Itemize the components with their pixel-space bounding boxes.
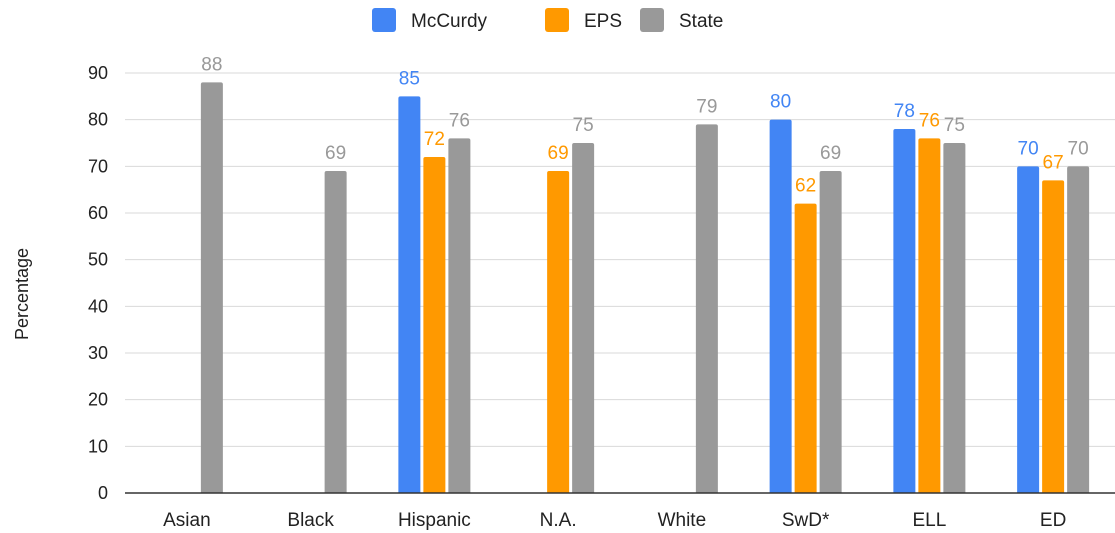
bar-eps-na [547, 171, 570, 493]
data-label: 69 [325, 143, 346, 164]
x-tick-label: Asian [163, 510, 211, 531]
data-label: 72 [424, 129, 445, 150]
bars [200, 82, 1090, 494]
data-label: 70 [1018, 138, 1039, 159]
x-tick-label: N.A. [540, 510, 577, 531]
bar-mccurdy-ell [893, 129, 916, 493]
y-tick-label: 40 [88, 296, 108, 316]
bar-state-ed [1067, 166, 1090, 494]
legend-label: EPS [584, 11, 622, 32]
bar-eps-hispanic [423, 157, 446, 493]
x-tick-label: SwD* [782, 510, 830, 531]
y-tick-label: 60 [88, 203, 108, 223]
bar-state-white [695, 124, 718, 493]
legend-label: State [679, 11, 723, 32]
data-label: 80 [770, 92, 791, 113]
x-tick-label: ELL [912, 510, 946, 531]
bar-state-ell [943, 143, 966, 493]
data-label: 78 [894, 101, 915, 122]
legend-swatch-eps [545, 8, 569, 32]
data-label: 75 [944, 115, 965, 136]
data-label: 76 [919, 110, 940, 131]
y-tick-label: 50 [88, 250, 108, 270]
bar-mccurdy-swd [769, 119, 792, 494]
x-tick-label: Black [287, 510, 334, 531]
bar-eps-swd [794, 203, 817, 493]
data-label: 67 [1043, 152, 1064, 173]
x-tick-label: Hispanic [398, 510, 471, 531]
x-tick-label: White [658, 510, 707, 531]
bar-mccurdy-hispanic [398, 96, 421, 493]
legend-swatch-mccurdy [372, 8, 396, 32]
y-tick-label: 30 [88, 343, 108, 363]
data-label: 76 [449, 110, 470, 131]
legend-swatch-state [640, 8, 664, 32]
legend-label: McCurdy [411, 11, 488, 32]
bar-state-black [324, 171, 347, 493]
legend: McCurdy EPS State [372, 8, 723, 32]
data-label: 75 [573, 115, 594, 136]
data-label: 69 [548, 143, 569, 164]
bar-eps-ell [918, 138, 941, 494]
y-tick-label: 0 [98, 483, 108, 503]
bar-mccurdy-ed [1017, 166, 1040, 494]
bar-state-swd [819, 171, 842, 493]
bar-state-na [572, 143, 595, 493]
bar-state-hispanic [448, 138, 471, 494]
y-tick-label: 70 [88, 156, 108, 176]
y-axis-title: Percentage [12, 248, 32, 340]
x-tick-label: ED [1040, 510, 1066, 531]
y-tick-label: 90 [88, 63, 108, 83]
y-tick-label: 20 [88, 390, 108, 410]
y-tick-label: 10 [88, 436, 108, 456]
data-label: 88 [201, 54, 222, 75]
data-label: 70 [1068, 138, 1089, 159]
data-label: 62 [795, 176, 816, 197]
bar-state-asian [200, 82, 223, 493]
axes: 0 10 20 30 40 50 60 70 80 90 Asian Black Hispanic N.A… [88, 63, 1115, 531]
y-tick-label: 80 [88, 110, 108, 130]
data-label: 69 [820, 143, 841, 164]
data-label: 79 [696, 96, 717, 117]
bar-eps-ed [1042, 180, 1065, 494]
data-label: 85 [399, 68, 420, 89]
gridlines [125, 72, 1115, 447]
